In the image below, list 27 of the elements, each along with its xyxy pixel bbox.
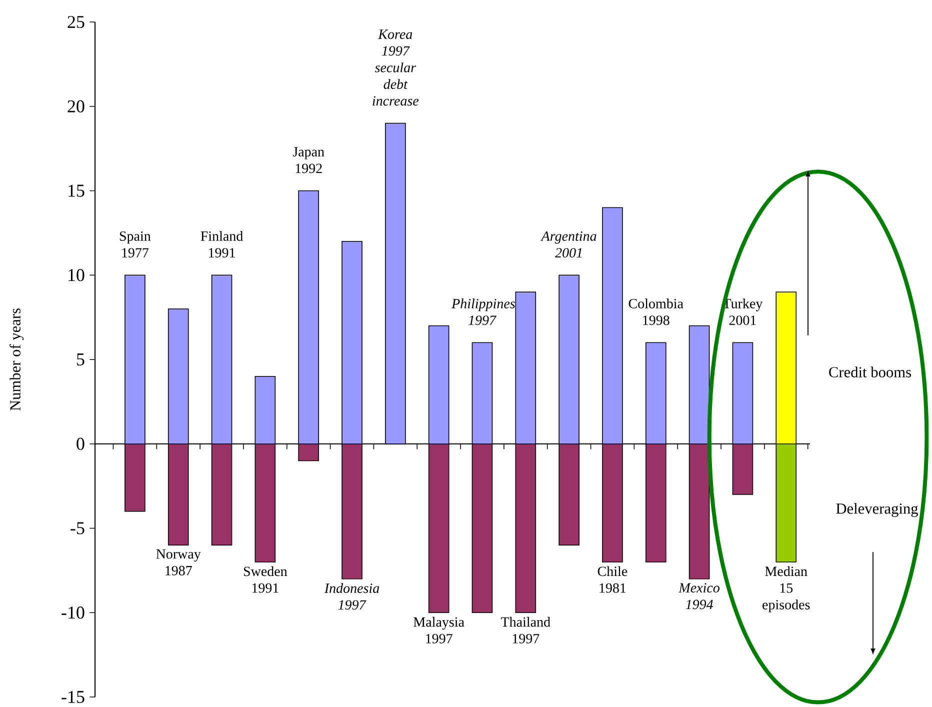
x-tick-label: Spain 1977: [120, 231, 151, 258]
x-tick-label: Norway 1987: [156, 549, 201, 576]
x-tick-label: Thailand 1997: [501, 616, 550, 644]
y-tick-label: 0: [76, 438, 84, 450]
x-tick-label: Median 15 episodes: [762, 566, 810, 612]
x-tick-label: Indonesia 1997: [324, 582, 380, 610]
y-tick-label: 10: [68, 268, 84, 281]
x-tick-label: Japan 1992: [292, 146, 324, 173]
text: Deleveraging: [836, 502, 918, 517]
x-tick-label: Argentina 2001: [540, 231, 596, 258]
x-tick-label: Korea 1997 secular debt increase: [372, 29, 419, 106]
y-tick-label: 20: [68, 100, 84, 112]
x-tick-label: Chile 1981: [598, 566, 628, 593]
y-tick-label: 5: [77, 353, 84, 366]
y-tick-label: 25: [68, 16, 84, 28]
y-tick-label: -5: [70, 522, 84, 534]
y-tick-label: -10: [62, 606, 84, 618]
x-tick-label: Sweden 1991: [244, 566, 288, 593]
x-tick-label: Philippines 1997: [451, 298, 515, 325]
y-tick-label: 15: [68, 184, 84, 197]
x-tick-label: Mexico 1994: [678, 582, 720, 609]
y-tick-label: -15: [62, 690, 84, 703]
y-axis-title: Number of years: [10, 308, 24, 410]
x-tick-label: Finland 1991: [200, 230, 243, 258]
x-tick-label: Colombia 1998: [628, 298, 684, 325]
text: Credit booms: [829, 366, 911, 378]
x-tick-label: Malaysia 1997: [414, 616, 464, 644]
